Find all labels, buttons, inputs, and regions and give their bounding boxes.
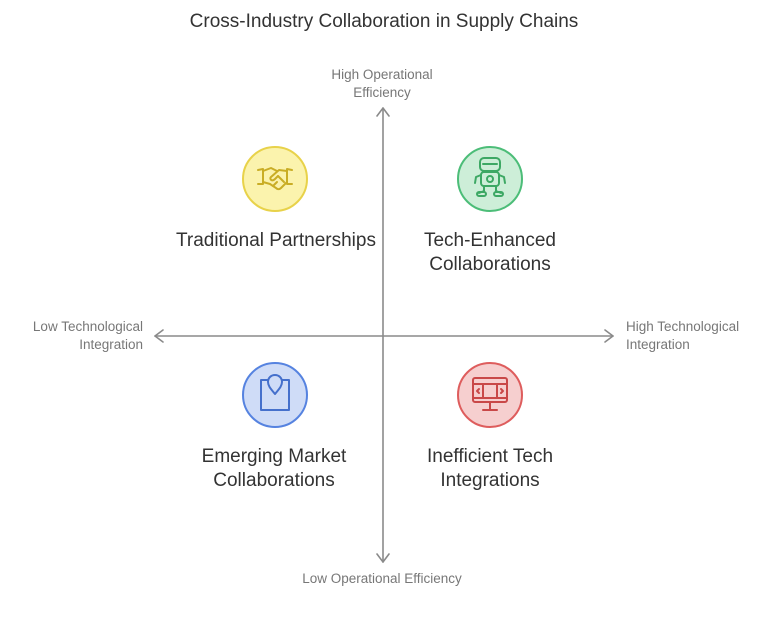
- arrow-up: [376, 107, 390, 117]
- quadrant-label-inefficient-tech: Inefficient Tech Integrations: [426, 446, 554, 491]
- axis-label-low-tech: Low Technological Integration: [32, 319, 143, 352]
- tech-enhanced-circle: [457, 146, 523, 212]
- robot-icon: [474, 157, 506, 197]
- quadrant-label-traditional-partnerships: Traditional Partnerships: [176, 230, 376, 251]
- axis-label-high-tech: High Technological Integration: [626, 319, 740, 352]
- page-title: Cross-Industry Collaboration in Supply C…: [189, 11, 579, 32]
- emerging-market-circle: [242, 362, 308, 428]
- quadrant-label-tech-enhanced: Tech-Enhanced Collaborations: [423, 230, 557, 275]
- inefficient-tech-circle: [457, 362, 523, 428]
- handshake-icon: [257, 167, 293, 191]
- axis-label-low-efficiency: Low Operational Efficiency: [302, 571, 462, 586]
- traditional-partnerships-circle: [242, 146, 308, 212]
- arrow-left: [154, 329, 164, 343]
- location-pin-icon: [260, 374, 290, 411]
- arrow-down: [376, 553, 390, 563]
- axis-label-high-efficiency: High Operational Efficiency: [331, 67, 433, 100]
- arrow-right: [604, 329, 614, 343]
- quadrant-label-emerging-market: Emerging Market Collaborations: [201, 446, 347, 491]
- monitor-icon: [472, 377, 508, 411]
